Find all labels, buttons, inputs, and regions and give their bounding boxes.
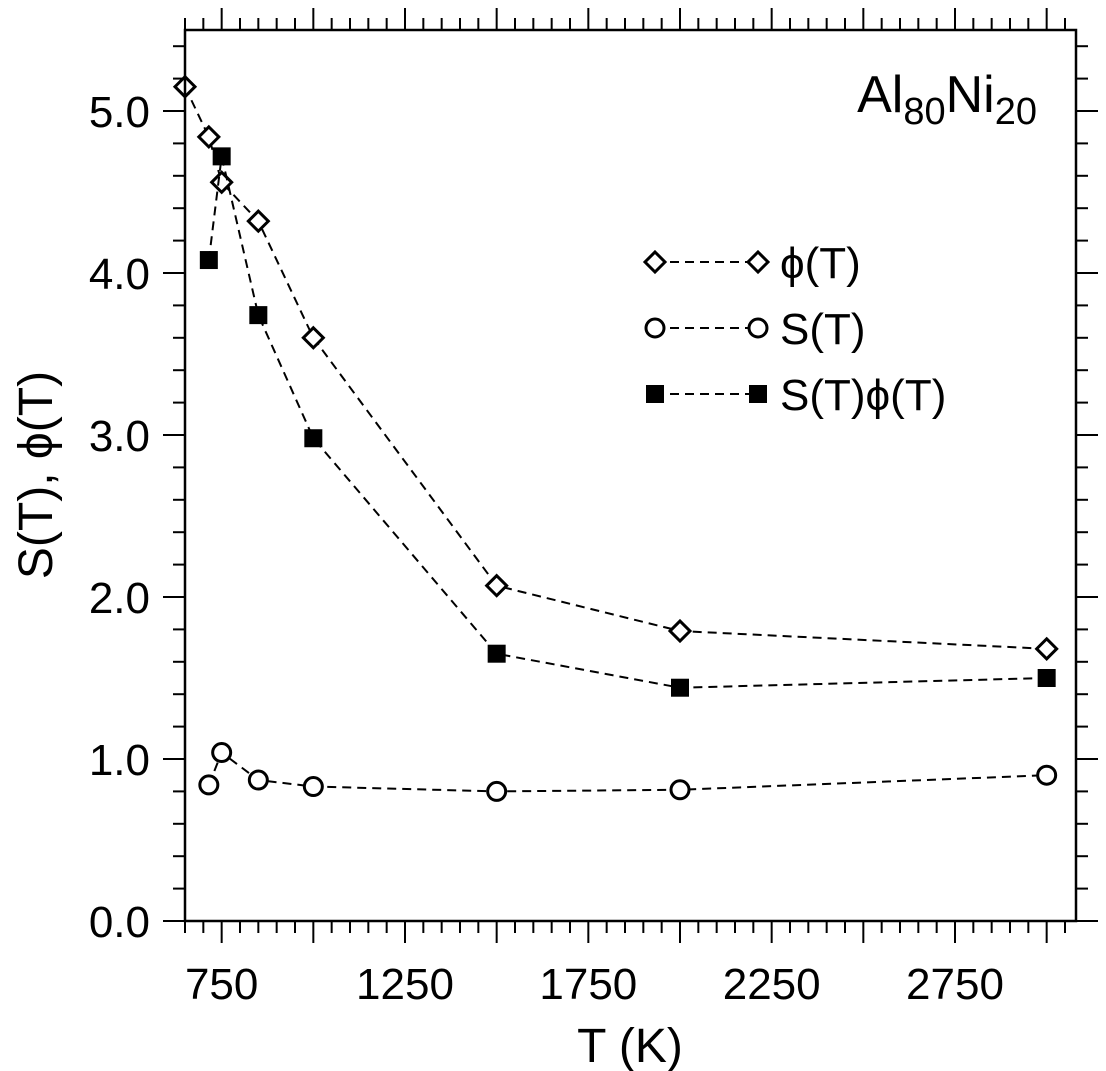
data-point-s xyxy=(669,779,691,801)
legend-item-phi: ϕ(T) xyxy=(642,239,861,288)
data-point-phi xyxy=(1034,636,1059,661)
composition-label: Al80Ni20 xyxy=(857,66,1037,133)
legend-label: S(T) xyxy=(780,305,866,354)
data-point-sphi xyxy=(1037,669,1056,687)
y-tick-label: 2.0 xyxy=(89,574,150,623)
series-s xyxy=(198,742,1058,802)
data-point-s xyxy=(247,769,269,791)
series-line-sphi xyxy=(207,156,1047,689)
legend-marker-end xyxy=(745,249,771,275)
legend-marker-start xyxy=(644,317,666,339)
data-point-sphi xyxy=(249,306,268,325)
series-phi xyxy=(172,74,1059,661)
y-tick-label: 1.0 xyxy=(89,736,150,785)
composition-base-2: Ni xyxy=(946,66,995,124)
y-axis-title: S(T), ϕ(T) xyxy=(10,371,63,579)
series-layer xyxy=(172,74,1059,802)
composition-sub-2: 20 xyxy=(995,91,1037,133)
legend-label: S(T)ϕ(T) xyxy=(780,371,946,420)
legend-marker-start xyxy=(642,249,668,275)
y-tick-label: 4.0 xyxy=(89,250,150,299)
data-point-s xyxy=(198,774,220,796)
data-point-s xyxy=(1036,764,1058,786)
plot-frame xyxy=(183,28,1078,923)
legend-label: ϕ(T) xyxy=(780,239,861,288)
x-tick-label: 1250 xyxy=(356,960,454,1009)
data-point-phi xyxy=(196,124,221,150)
data-point-phi xyxy=(246,209,271,234)
legend: ϕ(T) S(T) S(T)ϕ(T) xyxy=(642,239,946,420)
series-sphi xyxy=(199,147,1056,697)
legend-marker-end xyxy=(749,385,767,403)
data-point-s xyxy=(486,780,508,802)
data-point-phi xyxy=(667,618,693,644)
x-axis-title: T (K) xyxy=(577,1020,683,1071)
composition-sub-1: 80 xyxy=(903,91,945,133)
data-point-sphi xyxy=(212,147,231,166)
x-tick-label: 750 xyxy=(185,960,258,1009)
legend-marker-start xyxy=(646,385,664,403)
legend-item-sphi: S(T)ϕ(T) xyxy=(646,371,946,420)
data-point-sphi xyxy=(671,678,689,697)
data-point-sphi xyxy=(487,644,506,663)
data-point-sphi xyxy=(199,251,218,270)
tick-labels-layer: 750 1250 1750 2250 2750 0.0 1.0 2.0 3.0 4.0 5.0 xyxy=(89,88,1004,1009)
data-point-phi xyxy=(301,325,326,350)
data-point-sphi xyxy=(304,429,323,448)
data-point-phi xyxy=(484,573,509,598)
composition-base-1: Al xyxy=(857,66,903,124)
data-point-s xyxy=(211,742,233,764)
data-point-s xyxy=(302,776,324,798)
x-tick-label: 2250 xyxy=(723,960,821,1009)
legend-item-s: S(T) xyxy=(644,305,866,354)
y-tick-label: 0.0 xyxy=(89,898,150,947)
series-line-s xyxy=(207,750,1047,793)
x-tick-label: 2750 xyxy=(906,960,1004,1009)
y-tick-label: 3.0 xyxy=(89,412,150,461)
x-tick-label: 1750 xyxy=(539,960,637,1009)
legend-marker-end xyxy=(747,317,769,339)
ticks-layer xyxy=(163,8,1098,943)
y-tick-label: 5.0 xyxy=(89,88,150,137)
series-line-phi xyxy=(184,86,1047,650)
